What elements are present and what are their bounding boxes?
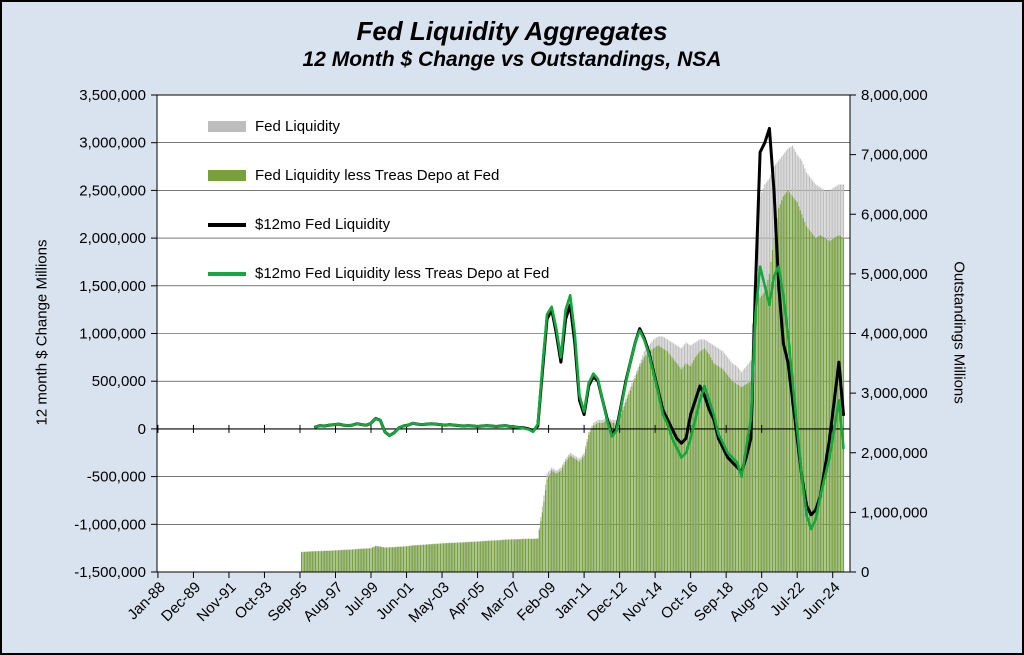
axis-ticks (151, 94, 856, 578)
legend-label: $12mo Fed Liquidity (255, 216, 391, 233)
y-left-tick-label: 1,000,000 (79, 326, 146, 343)
y-left-tick-label: 3,000,000 (79, 135, 146, 152)
x-tick-label: Mar-07 (478, 579, 524, 625)
x-tick-label: Jun-24 (799, 579, 843, 623)
y-left-tick-label: 2,500,000 (79, 182, 146, 199)
y-right-tick-label: 2,000,000 (861, 445, 928, 462)
x-tick-label: Aug-20 (726, 579, 772, 625)
y-left-tick-label: -1,500,000 (74, 564, 146, 581)
green-bar-swatch-icon (208, 170, 246, 181)
y-right-tick-label: 7,000,000 (861, 147, 928, 164)
x-tick-label: Feb-09 (514, 579, 560, 625)
black-line-swatch-icon (208, 222, 246, 227)
green-line-swatch-icon (208, 271, 246, 276)
legend-label: $12mo Fed Liquidity less Treas Depo at F… (255, 265, 550, 282)
line-12mo-fed-liquidity-less-treas (314, 265, 845, 531)
y-left-tick-label: -1,000,000 (74, 516, 146, 533)
y-left-tick-label: 500,000 (92, 373, 146, 390)
y-right-tick-label: 1,000,000 (861, 504, 928, 521)
chart-subtitle: 12 Month $ Change vs Outstandings, NSA (302, 48, 722, 71)
gray-bar-swatch-icon (208, 121, 246, 132)
legend-item-12mo-fed-liquidity: $12mo Fed Liquidity (208, 216, 549, 233)
legend-item-fed-liquidity: Fed Liquidity (208, 118, 549, 135)
x-tick-label: Aug-97 (300, 579, 346, 625)
y-right-tick-label: 3,000,000 (861, 385, 928, 402)
y-right-tick-label: 5,000,000 (861, 266, 928, 283)
y-left-tick-label: 3,500,000 (79, 87, 146, 104)
y-right-tick-label: 6,000,000 (861, 206, 928, 223)
legend-label: Fed Liquidity less Treas Depo at Fed (255, 167, 500, 184)
x-tick-label: May-03 (405, 579, 452, 626)
y-left-tick-label: 1,500,000 (79, 278, 146, 295)
x-tick-label: Nov-14 (620, 579, 666, 625)
y-right-tick-label: 0 (861, 564, 869, 581)
y-right-tick-label: 8,000,000 (861, 87, 928, 104)
legend-label: Fed Liquidity (255, 118, 341, 135)
chart-title: Fed Liquidity Aggregates (356, 16, 668, 46)
y-left-tick-label: 2,000,000 (79, 230, 146, 247)
legend: Fed Liquidity Fed Liquidity less Treas D… (208, 118, 549, 282)
legend-item-fed-liquidity-less-treas: Fed Liquidity less Treas Depo at Fed (208, 167, 549, 184)
y-left-tick-label: 0 (138, 421, 146, 438)
y-left-tick-label: -500,000 (87, 469, 146, 486)
y-right-tick-label: 4,000,000 (861, 326, 928, 343)
legend-item-12mo-fed-liquidity-less-treas: $12mo Fed Liquidity less Treas Depo at F… (208, 265, 549, 282)
x-tick-label: Nov-91 (194, 579, 240, 625)
